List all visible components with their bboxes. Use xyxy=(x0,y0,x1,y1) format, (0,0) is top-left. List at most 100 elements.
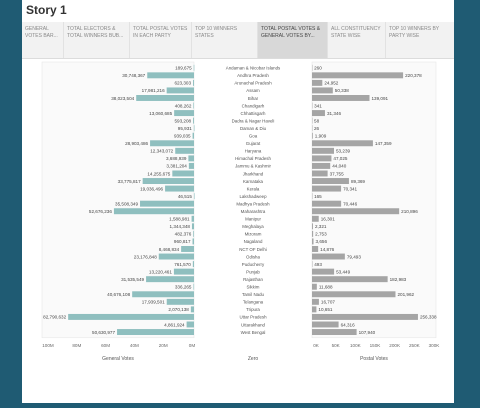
state-label: Telangana xyxy=(243,300,264,305)
general-votes-label: 960,817 xyxy=(174,239,191,244)
general-votes-bar xyxy=(132,291,194,297)
postal-votes-bar xyxy=(312,201,341,207)
tab-top-10-winners-party[interactable]: TOP 10 WINNERS BY PARTY WISE xyxy=(386,22,454,58)
general-votes-bar xyxy=(193,261,194,267)
general-votes-label: 30,748,367 xyxy=(122,73,145,78)
state-label: Sikkim xyxy=(247,285,260,290)
tab-all-constituency[interactable]: ALL CONSTITUENCY STATE WISE xyxy=(328,22,386,58)
general-votes-label: 1,588,981 xyxy=(169,217,190,222)
general-votes-bar xyxy=(68,314,194,320)
postal-votes-label: 1,909 xyxy=(315,134,327,139)
general-votes-bar xyxy=(193,103,194,109)
postal-votes-bar xyxy=(312,110,325,116)
general-votes-label: 17,939,501 xyxy=(142,300,165,305)
general-votes-bar xyxy=(172,171,194,177)
postal-votes-label: 26 xyxy=(314,126,320,131)
state-label: Uttar Pradesh xyxy=(239,315,267,320)
general-votes-label: 12,343,072 xyxy=(150,149,173,154)
postal-votes-label: 44,040 xyxy=(332,164,346,169)
postal-votes-bar xyxy=(312,178,349,184)
general-votes-bar xyxy=(192,223,194,229)
state-label: Jammu & Kashmir xyxy=(235,164,271,169)
general-axis-tick: 0M xyxy=(189,343,196,348)
general-votes-bar xyxy=(189,163,194,169)
general-votes-bar xyxy=(194,65,195,71)
general-votes-label: 2,070,138 xyxy=(168,307,189,312)
postal-votes-bar xyxy=(312,231,313,237)
state-label: Chandigarh xyxy=(242,103,265,108)
postal-axis-tick: 200K xyxy=(389,343,401,348)
postal-votes-label: 256,338 xyxy=(420,315,437,320)
tab-total-postal-votes-party[interactable]: TOTAL POSTAL VOTES IN EACH PARTY xyxy=(130,22,192,58)
postal-votes-bar xyxy=(312,87,333,93)
tab-postal-general-votes[interactable]: TOTAL POSTAL VOTES & GENERAL VOTES BY... xyxy=(258,22,328,58)
general-votes-bar xyxy=(143,178,194,184)
center-axis-label: Zero xyxy=(248,356,259,362)
general-votes-bar xyxy=(194,125,195,131)
state-label: Assam xyxy=(246,88,260,93)
state-label: Punjab xyxy=(246,269,260,274)
state-label: Bihar xyxy=(248,96,259,101)
postal-axis-tick: 300K xyxy=(429,343,441,348)
general-votes-bar xyxy=(187,322,194,328)
postal-votes-bar xyxy=(312,329,357,335)
general-votes-bar xyxy=(193,231,194,237)
postal-votes-bar xyxy=(312,238,314,244)
postal-votes-label: 107,940 xyxy=(359,330,376,335)
postal-votes-bar xyxy=(312,216,319,222)
postal-votes-bar xyxy=(312,80,322,86)
postal-votes-label: 201,962 xyxy=(397,292,414,297)
general-votes-bar xyxy=(114,208,194,214)
general-votes-bar xyxy=(117,329,194,335)
state-label: Mizoram xyxy=(245,232,262,237)
general-votes-label: 38,023,504 xyxy=(111,96,134,101)
general-votes-label: 31,535,549 xyxy=(121,277,144,282)
state-label: Jharkhand xyxy=(243,171,264,176)
tab-total-electors-winners[interactable]: TOTAL ELECTORS & TOTAL WINNERS BUB... xyxy=(64,22,130,58)
postal-votes-label: 10,651 xyxy=(318,307,332,312)
window-edge xyxy=(454,0,480,403)
general-votes-label: 482,376 xyxy=(175,232,192,237)
postal-votes-label: 165 xyxy=(314,194,322,199)
general-votes-label: 13,060,685 xyxy=(149,111,172,116)
general-votes-bar xyxy=(136,95,194,101)
postal-votes-bar xyxy=(312,208,399,214)
general-votes-label: 761,570 xyxy=(174,262,191,267)
general-votes-bar xyxy=(188,155,194,161)
postal-votes-label: 11,688 xyxy=(319,285,333,290)
state-label: Madhya Pradesh xyxy=(236,201,270,206)
postal-votes-bar xyxy=(312,276,388,282)
postal-votes-bar xyxy=(312,155,331,161)
postal-votes-label: 2,753 xyxy=(315,232,327,237)
general-votes-label: 1,344,348 xyxy=(170,224,191,229)
postal-votes-bar xyxy=(312,306,316,312)
tab-general-votes-bar[interactable]: GENERAL VOTES BAR... xyxy=(22,22,64,58)
postal-axis-tick: 0K xyxy=(313,343,320,348)
postal-votes-bar xyxy=(312,72,403,78)
state-label: Maharashtra xyxy=(241,209,266,214)
postal-votes-label: 64,316 xyxy=(341,322,355,327)
general-axis-tick: 100M xyxy=(42,343,54,348)
general-votes-bar xyxy=(146,276,194,282)
state-label: Andaman & Nicobar Islands xyxy=(226,66,281,71)
state-label: Nagaland xyxy=(244,239,263,244)
general-votes-label: 17,981,216 xyxy=(142,88,165,93)
general-votes-bar xyxy=(150,140,194,146)
general-axis-label: General Votes xyxy=(102,356,134,362)
postal-votes-bar xyxy=(312,133,313,139)
postal-votes-bar xyxy=(312,140,373,146)
postal-votes-bar xyxy=(312,148,334,154)
postal-votes-bar xyxy=(312,322,339,328)
postal-votes-label: 220,378 xyxy=(405,73,422,78)
general-votes-bar xyxy=(193,133,194,139)
postal-votes-label: 58 xyxy=(314,118,320,123)
general-votes-label: 408,262 xyxy=(175,103,192,108)
general-votes-label: 623,303 xyxy=(174,81,191,86)
tab-top-10-winners-states[interactable]: TOP 10 WINNERS STATES xyxy=(192,22,258,58)
general-votes-label: 3,688,939 xyxy=(166,156,187,161)
general-votes-bar xyxy=(192,216,194,222)
general-votes-label: 28,903,486 xyxy=(125,141,148,146)
general-votes-bar xyxy=(191,306,194,312)
